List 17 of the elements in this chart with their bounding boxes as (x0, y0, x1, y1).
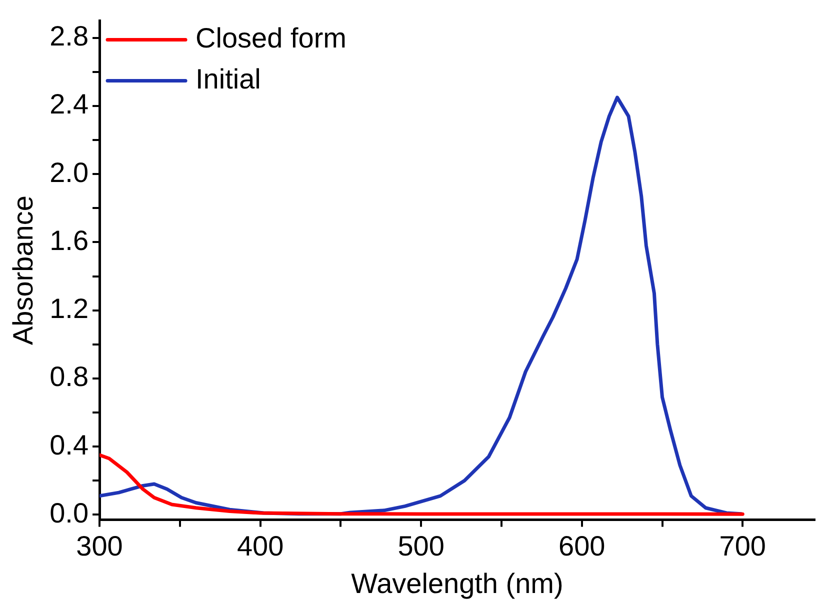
legend-label: Closed form (196, 22, 346, 54)
y-tick-label: 0.8 (50, 361, 89, 392)
y-tick-label: 2.8 (50, 20, 89, 52)
x-tick-label: 300 (76, 530, 123, 562)
legend-label: Initial (196, 64, 261, 95)
y-tick-label: 0.0 (50, 497, 89, 528)
x-tick-label: 600 (558, 530, 606, 562)
x-axis-title: Wavelength (nm) (351, 568, 564, 599)
x-tick-label: 400 (236, 530, 284, 562)
y-axis-title: Absorbance (8, 196, 39, 346)
y-tick-label: 0.4 (50, 429, 89, 460)
x-tick-label: 700 (719, 530, 766, 562)
y-tick-label: 2.0 (50, 156, 89, 188)
y-tick-label: 2.4 (50, 88, 89, 120)
y-tick-label: 1.2 (50, 293, 89, 324)
x-tick-label: 500 (398, 530, 444, 562)
y-tick-label: 1.6 (50, 224, 89, 256)
